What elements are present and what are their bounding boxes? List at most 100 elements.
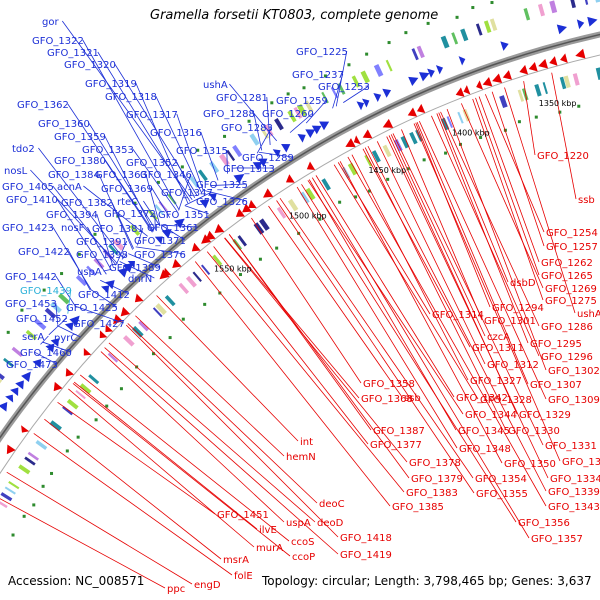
leader-line xyxy=(347,156,547,507)
cog-block xyxy=(563,75,571,89)
gene-label: GFO_1302 xyxy=(548,366,600,377)
reverse-gene-arrow xyxy=(120,306,131,317)
gene-label: GFO_1257 xyxy=(546,242,598,253)
reverse-gene-arrow xyxy=(538,58,549,69)
gene-label: GFO_1354 xyxy=(475,474,527,485)
gene-label: GFO_1294 xyxy=(492,303,544,314)
gene-label: GFO_1439 xyxy=(20,286,72,297)
cog-block xyxy=(570,0,576,9)
gene-label: msrA xyxy=(223,555,249,566)
cog-block xyxy=(122,335,135,347)
gene-label: GFO_1265 xyxy=(541,271,593,282)
cog-block xyxy=(178,282,190,295)
gene-label: GFO_1311 xyxy=(472,343,524,354)
rna-mark xyxy=(318,217,322,221)
gene-label: GFO_1344 xyxy=(465,410,517,421)
reverse-gene-arrow xyxy=(575,48,586,59)
cog-block xyxy=(274,117,284,131)
forward-gene-arrow xyxy=(305,129,316,139)
leader-line xyxy=(268,205,403,398)
gene-label: GFO_1343 xyxy=(548,502,600,513)
leader-line xyxy=(160,224,186,241)
leader-line xyxy=(315,175,455,398)
cog-block xyxy=(75,389,86,400)
reverse-gene-arrow xyxy=(191,242,201,252)
leader-line xyxy=(276,200,475,494)
forward-gene-arrow xyxy=(161,229,172,239)
cog-block xyxy=(4,486,16,495)
rna-mark xyxy=(218,291,222,295)
reverse-gene-arrow xyxy=(482,76,493,87)
leader-line xyxy=(104,135,154,232)
cog-block xyxy=(62,405,74,416)
forward-gene-arrow xyxy=(297,134,306,143)
cog-block xyxy=(409,131,418,145)
rna-mark xyxy=(455,15,459,19)
leader-line xyxy=(251,217,362,384)
reverse-gene-arrow xyxy=(21,425,30,433)
leader-line xyxy=(256,126,273,154)
cog-block xyxy=(440,35,450,49)
gene-label: GFO_1313 xyxy=(223,164,275,175)
gene-label: nosL xyxy=(4,166,28,177)
leader-line xyxy=(504,87,576,314)
cog-block xyxy=(499,95,508,109)
cog-block xyxy=(364,154,373,167)
cog-block xyxy=(489,18,498,31)
forward-gene-arrow xyxy=(311,125,322,135)
cog-block xyxy=(534,83,542,97)
cog-block xyxy=(189,175,200,188)
leader-line xyxy=(178,173,192,211)
forward-gene-arrow xyxy=(199,199,210,209)
rna-mark xyxy=(323,74,327,78)
kbp-tick-label: 1350 kbp xyxy=(539,99,577,108)
gene-label: GFO_1283 xyxy=(221,123,273,134)
leader-line xyxy=(44,418,222,560)
gene-label: GFO_1339 xyxy=(548,487,600,498)
gene-label: GFO_1382 xyxy=(61,198,113,209)
gene-label: GFO_1262 xyxy=(541,258,593,269)
leader-line xyxy=(438,112,509,283)
forward-gene-arrow xyxy=(127,260,135,269)
rna-mark xyxy=(223,134,227,138)
leader-line xyxy=(137,227,144,246)
gene-label: dnrN xyxy=(128,274,152,285)
rna-mark xyxy=(156,180,160,184)
cog-block xyxy=(347,162,358,176)
rna-mark xyxy=(11,533,15,537)
rna-mark xyxy=(275,246,279,250)
cog-block xyxy=(259,218,270,231)
gene-label: GFO_1315 xyxy=(176,146,228,157)
gene-label: folE xyxy=(234,571,253,582)
forward-gene-arrow xyxy=(408,76,419,86)
cog-block xyxy=(393,139,403,152)
gene-label: uspA xyxy=(77,267,102,278)
leader-line xyxy=(213,246,369,445)
gene-label: GFO_1348 xyxy=(459,444,511,455)
gene-label: GFO_1394 xyxy=(46,210,98,221)
rna-mark xyxy=(6,330,10,334)
cog-block xyxy=(382,144,392,158)
gene-label: tdo2 xyxy=(12,144,35,155)
gene-label: GFO_1260 xyxy=(262,109,314,120)
cog-block xyxy=(249,133,260,146)
gene-label: ppc xyxy=(167,584,185,595)
rna-mark xyxy=(577,104,581,108)
reverse-gene-arrow xyxy=(242,203,252,213)
gene-label: GFO_1318 xyxy=(105,92,157,103)
rna-mark xyxy=(367,189,371,193)
cog-block xyxy=(411,48,419,61)
leader-line xyxy=(339,161,503,464)
cog-block xyxy=(18,464,31,475)
cog-block xyxy=(296,104,308,117)
forward-gene-arrow xyxy=(458,56,466,66)
leader-line xyxy=(333,164,479,400)
gene-label: czcA xyxy=(487,332,510,343)
leader-line xyxy=(52,185,117,266)
map-title: Gramella forsetii KT0803, complete genom… xyxy=(150,8,439,23)
leader-line xyxy=(392,133,544,446)
gene-label: GFO_1289 xyxy=(242,153,294,164)
reverse-gene-arrow xyxy=(382,118,394,128)
leader-line xyxy=(367,145,547,492)
